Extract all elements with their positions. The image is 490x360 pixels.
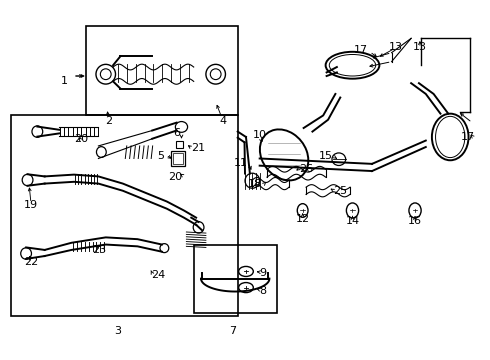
Text: 20: 20 (169, 172, 182, 182)
Text: 11: 11 (233, 158, 247, 168)
Text: 20: 20 (74, 134, 88, 144)
Text: 26: 26 (299, 164, 313, 174)
Text: 8: 8 (260, 286, 267, 296)
Text: 17: 17 (461, 132, 475, 142)
Text: 24: 24 (151, 270, 166, 280)
Bar (171, 151, 185, 166)
Text: 10: 10 (253, 130, 267, 140)
Text: 25: 25 (333, 186, 347, 197)
Text: 18: 18 (248, 179, 262, 189)
Text: 12: 12 (295, 215, 310, 224)
Bar (194, 244, 277, 313)
Text: 13: 13 (413, 42, 427, 51)
Text: 19: 19 (24, 200, 38, 210)
Text: 22: 22 (24, 257, 38, 267)
Text: 7: 7 (229, 325, 236, 336)
Text: 3: 3 (115, 325, 122, 336)
Text: 6: 6 (173, 129, 180, 138)
Bar (86, 26, 238, 116)
Bar (175, 141, 183, 148)
Text: 9: 9 (260, 268, 267, 278)
Text: 2: 2 (105, 116, 112, 126)
Text: 13: 13 (389, 42, 402, 51)
Bar (11, 116, 238, 316)
Text: 21: 21 (191, 143, 205, 153)
Text: 1: 1 (61, 76, 68, 86)
Text: 15: 15 (319, 150, 333, 161)
Text: 5: 5 (157, 150, 164, 161)
Text: 16: 16 (408, 216, 422, 226)
Text: 17: 17 (354, 45, 368, 55)
Text: 4: 4 (220, 116, 226, 126)
Bar (173, 153, 183, 164)
Text: 14: 14 (345, 216, 360, 226)
Text: 23: 23 (92, 245, 106, 255)
